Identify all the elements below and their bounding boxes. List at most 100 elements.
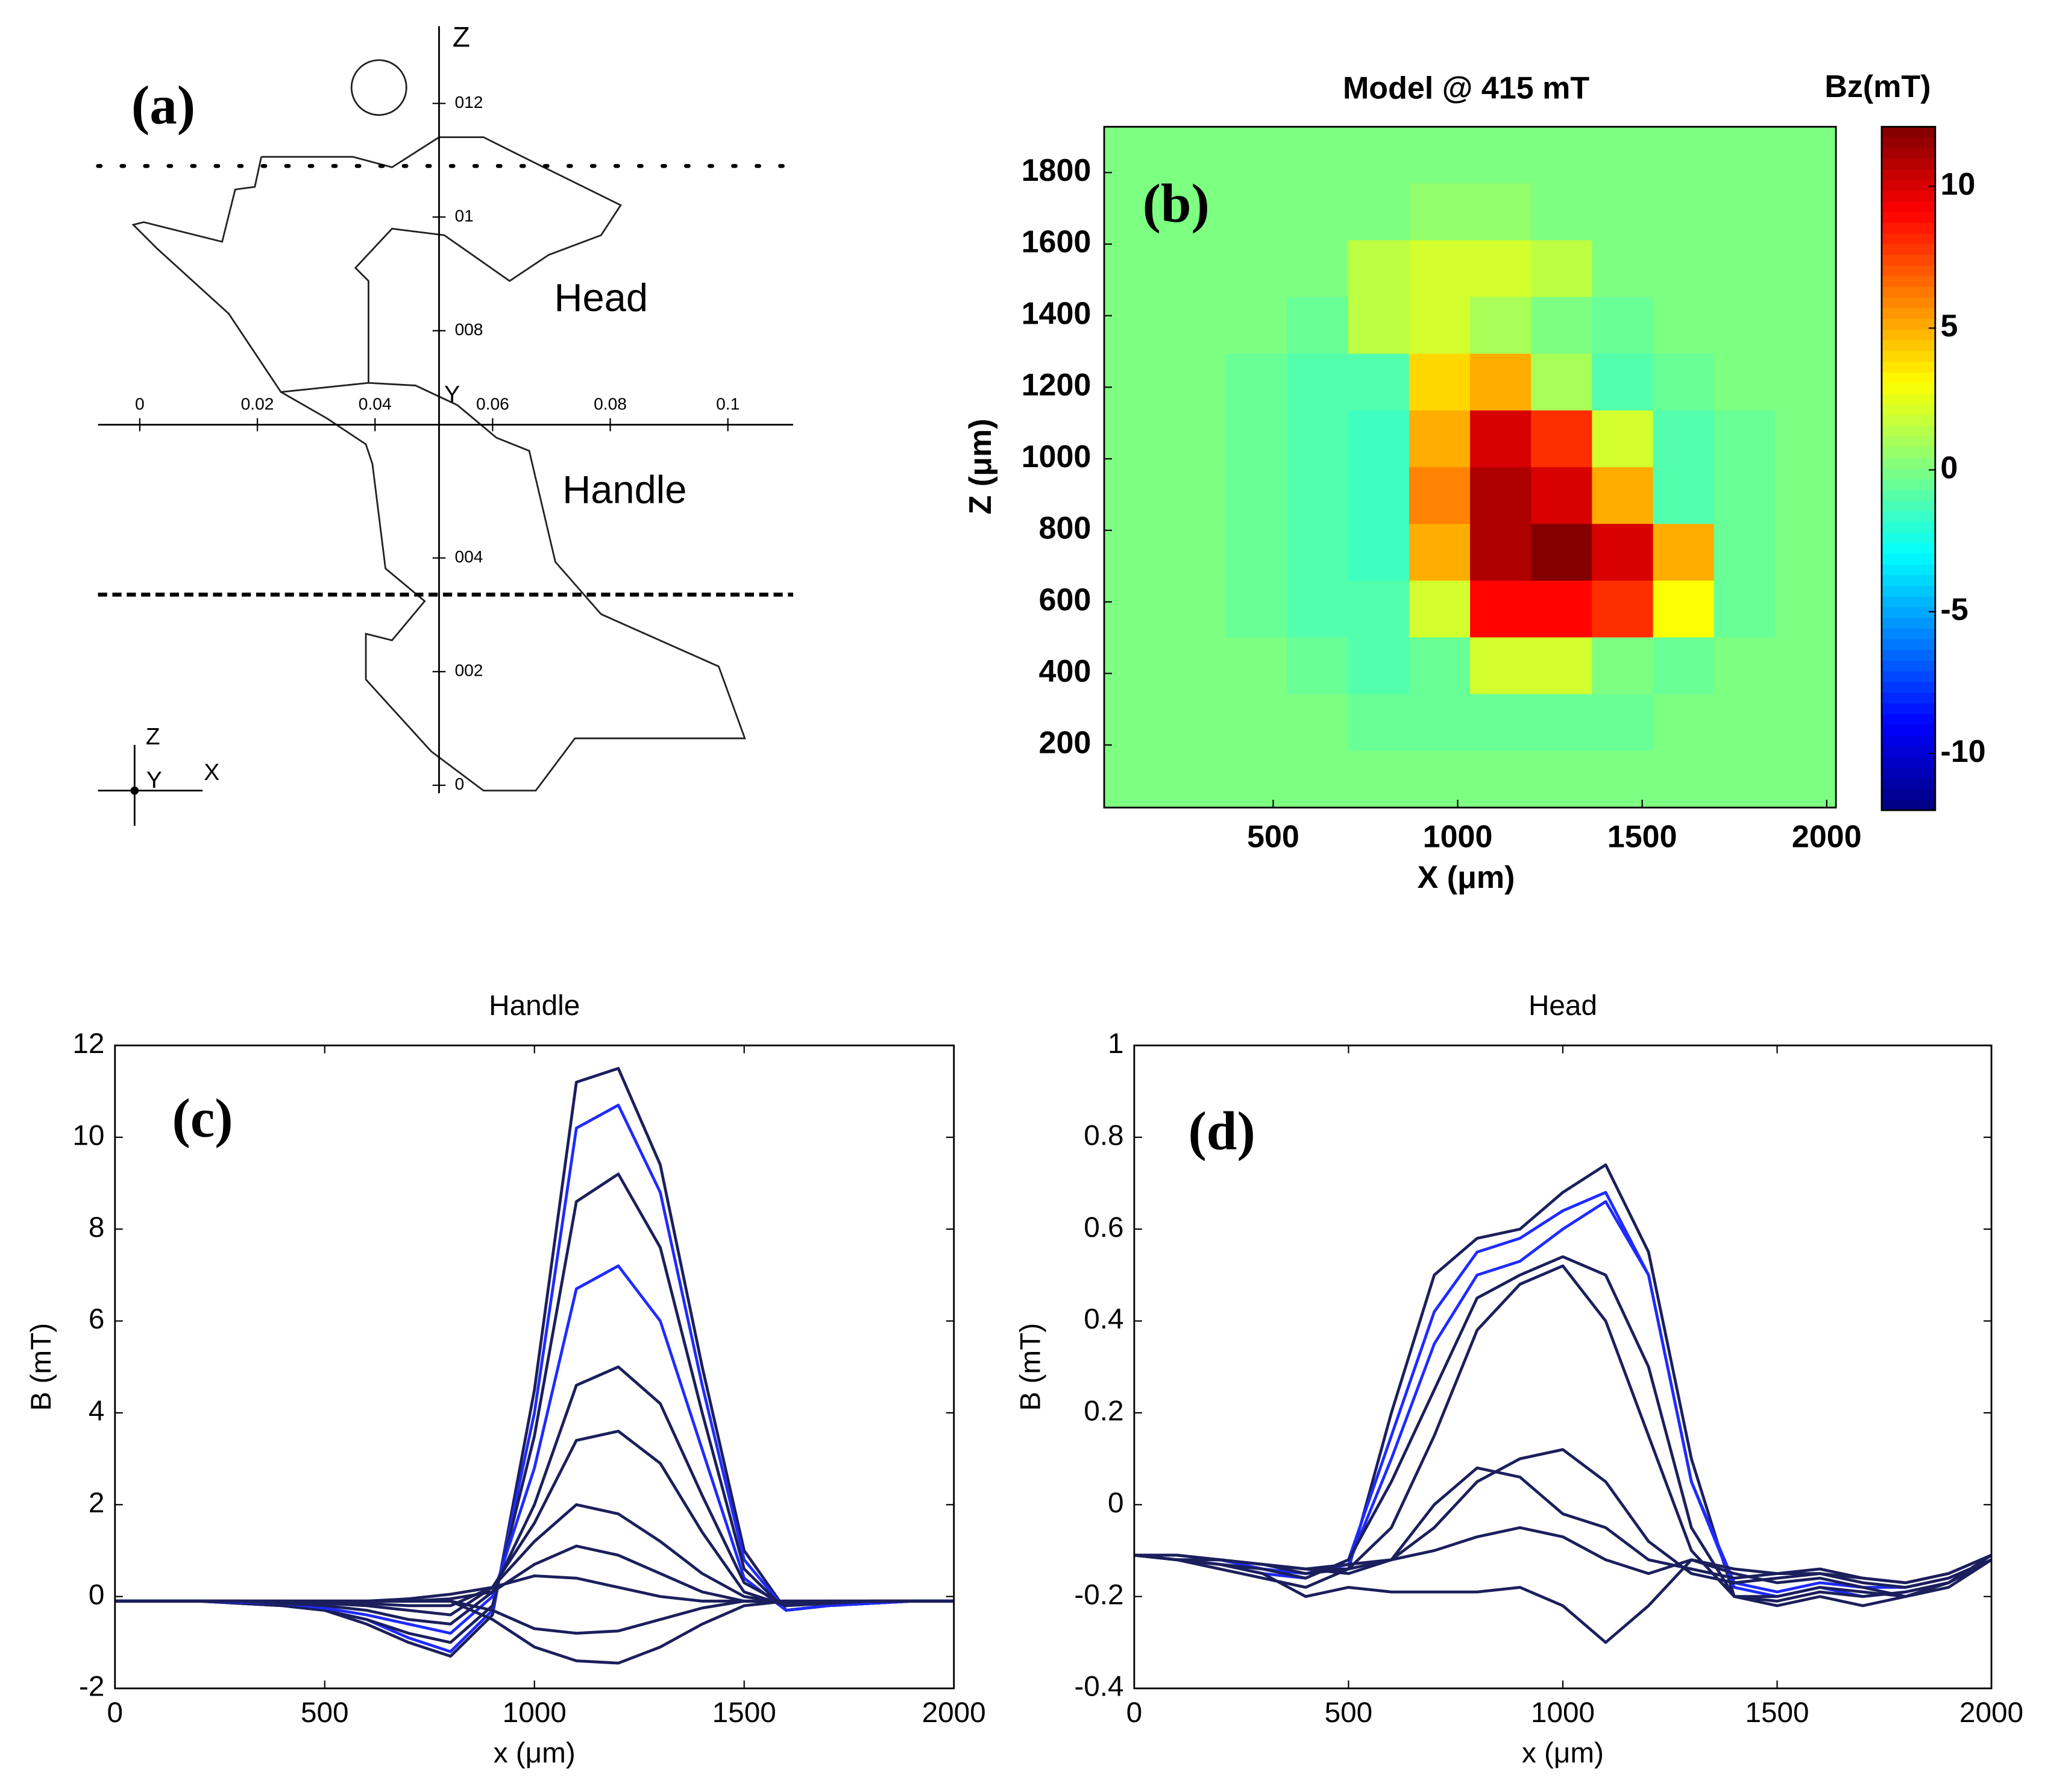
y-tick-label: 1200: [1022, 368, 1092, 403]
x-tick-label: 1000: [1531, 1697, 1595, 1729]
x-tick-label: 1500: [712, 1697, 776, 1729]
heat-cell: [1531, 410, 1593, 468]
heat-cell: [1287, 297, 1349, 355]
axis-triad: [98, 744, 203, 826]
heat-cell: [1165, 127, 1227, 184]
heat-cell: [1592, 637, 1654, 695]
z-tick-label: 002: [454, 661, 483, 680]
z-tick-label: 008: [454, 319, 483, 339]
colorbar-step: [1881, 394, 1935, 406]
heat-cell: [1592, 580, 1654, 638]
x-tick-label: 1500: [1607, 820, 1677, 855]
heat-cell: [1470, 183, 1532, 241]
heat-cell: [1470, 127, 1532, 184]
heat-cell: [1287, 694, 1349, 752]
heat-cell: [1287, 127, 1349, 184]
heat-cell: [1165, 410, 1227, 468]
heat-cell: [1165, 580, 1227, 638]
x-axis-label: X (μm): [1418, 860, 1515, 895]
heat-cell: [1774, 467, 1837, 525]
x-tick-label: 2000: [1792, 820, 1862, 855]
plot-frame: [1103, 125, 1837, 809]
heat-cell: [1653, 467, 1715, 525]
heat-cell: [1287, 750, 1349, 809]
heat-cell: [1409, 637, 1471, 695]
y-tick-label: -0.2: [1074, 1579, 1123, 1611]
heat-cell: [1165, 467, 1227, 525]
heat-cell: [1592, 467, 1654, 525]
heat-cell: [1531, 467, 1593, 525]
circle-marker: [350, 59, 407, 116]
y-tick-label: 8: [89, 1212, 105, 1243]
heat-cell: [1226, 694, 1288, 752]
heat-cell: [1287, 183, 1349, 241]
colorbar-step: [1881, 244, 1935, 256]
colorbar-step: [1881, 137, 1935, 149]
heat-cell: [1287, 637, 1349, 695]
colorbar-step: [1881, 532, 1935, 544]
heat-cell: [1531, 580, 1593, 638]
heat-cell: [1409, 127, 1471, 184]
triad-origin: [130, 786, 139, 795]
heat-cell: [1409, 297, 1471, 355]
data-line: [1134, 1553, 1993, 1644]
heat-cell: [1104, 467, 1166, 525]
heat-cell: [1774, 694, 1837, 752]
heat-cell: [1714, 580, 1776, 638]
colorbar-step: [1881, 233, 1935, 245]
heat-cell: [1653, 637, 1715, 695]
x-tick-label: 0.08: [594, 394, 627, 413]
colorbar-step: [1881, 276, 1935, 288]
heat-cell: [1714, 410, 1776, 468]
heat-cell: [1348, 183, 1410, 241]
x-tick-label: 500: [1247, 820, 1299, 855]
heat-cell: [1774, 240, 1837, 298]
y-tick-label: 0: [1108, 1487, 1124, 1519]
z-tick-label: 0: [454, 774, 464, 793]
y-tick-label: 10: [72, 1119, 104, 1151]
panel-label: (c): [172, 1087, 233, 1148]
y-tick-label: 0.6: [1084, 1212, 1123, 1243]
heat-cell: [1409, 240, 1471, 298]
heat-cell: [1470, 410, 1532, 468]
annotation: Head: [554, 275, 648, 319]
z-axis-label: Z: [453, 22, 470, 54]
heat-cell: [1653, 694, 1715, 752]
heat-cell: [1653, 297, 1715, 355]
chart-title: Head: [1528, 990, 1597, 1022]
x-axis-label: x (μm): [494, 1737, 576, 1769]
colorbar-step: [1881, 415, 1935, 427]
colorbar-step: [1881, 500, 1935, 512]
heat-cell: [1774, 410, 1837, 468]
colorbar-step: [1881, 586, 1935, 597]
x-tick-label: 0: [107, 1697, 124, 1729]
head-outline: [131, 136, 622, 393]
heat-cell: [1470, 240, 1532, 298]
heat-cell: [1531, 353, 1593, 412]
y-tick-label: 1000: [1022, 439, 1092, 474]
colorbar-step: [1881, 212, 1935, 224]
heat-cell: [1226, 297, 1288, 355]
heat-cell: [1226, 410, 1288, 468]
model-outline: [131, 59, 746, 792]
colorbar-step: [1881, 148, 1935, 160]
x-axis-label: x (μm): [1522, 1737, 1604, 1769]
heat-cell: [1592, 240, 1654, 298]
colorbar-step: [1881, 489, 1935, 501]
heat-cell: [1470, 297, 1532, 355]
colorbar-step: [1881, 340, 1935, 352]
heat-cell: [1104, 297, 1166, 355]
colorbar-step: [1881, 436, 1935, 448]
heat-cell: [1653, 750, 1715, 809]
colorbar-step: [1881, 159, 1935, 171]
colorbar-step: [1881, 628, 1935, 640]
colorbar-tick-label: -10: [1941, 734, 1986, 769]
y-tick-label: -0.4: [1074, 1671, 1123, 1703]
heat-cell: [1226, 524, 1288, 582]
z-tick-label: 01: [454, 206, 473, 225]
heat-cell: [1165, 183, 1227, 241]
heat-cell: [1714, 183, 1776, 241]
heat-cell: [1287, 410, 1349, 468]
heat-cell: [1287, 353, 1349, 412]
y-tick-label: 1600: [1022, 225, 1092, 260]
